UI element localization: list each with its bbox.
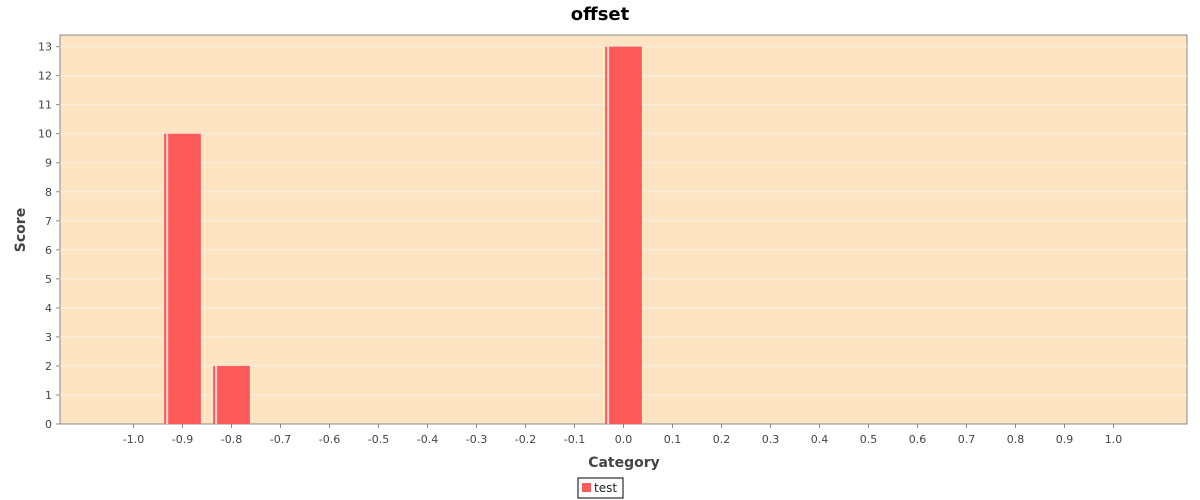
y-tick-label: 13 xyxy=(38,41,52,54)
legend: test xyxy=(577,477,624,499)
y-tick-label: 11 xyxy=(38,99,52,112)
x-tick-label: -0.2 xyxy=(515,433,536,446)
y-tick-label: 12 xyxy=(38,70,52,83)
bars xyxy=(164,46,642,425)
bar-highlight xyxy=(215,365,218,424)
y-axis-label: Score xyxy=(13,208,29,252)
chart-title: offset xyxy=(571,4,630,25)
y-tick-label: 6 xyxy=(45,244,52,257)
x-tick-label: 0.7 xyxy=(958,433,976,446)
x-tick-label: -0.9 xyxy=(172,433,193,446)
x-tick-label: -0.3 xyxy=(466,433,487,446)
x-tick-label: -0.7 xyxy=(270,433,291,446)
x-tick-label: 0.9 xyxy=(1056,433,1074,446)
x-tick-label: 0.1 xyxy=(664,433,682,446)
x-tick-label: 0.3 xyxy=(762,433,780,446)
bar xyxy=(213,365,250,424)
legend-swatch xyxy=(582,483,591,492)
y-tick-label: 2 xyxy=(45,360,52,373)
x-axis-label: Category xyxy=(588,455,660,471)
x-tick-label: -0.1 xyxy=(564,433,585,446)
y-tick-label: 0 xyxy=(45,418,52,431)
y-tick-label: 7 xyxy=(45,215,52,228)
y-tick-label: 3 xyxy=(45,331,52,344)
x-tick-label: -1.0 xyxy=(123,433,144,446)
legend-label: test xyxy=(594,481,617,495)
y-tick-label: 4 xyxy=(45,302,52,315)
x-tick-label: -0.6 xyxy=(319,433,340,446)
bar-body xyxy=(605,46,642,424)
bar xyxy=(605,46,642,424)
bar-highlight xyxy=(166,133,169,425)
x-tick-label: 0.2 xyxy=(713,433,731,446)
bar-body xyxy=(164,133,201,425)
y-tick-label: 10 xyxy=(38,128,52,141)
y-tick-label: 5 xyxy=(45,273,52,286)
bar-highlight xyxy=(607,46,610,424)
x-tick-label: 0.6 xyxy=(909,433,927,446)
x-tick-label: -0.4 xyxy=(417,433,438,446)
x-tick-label: 0.0 xyxy=(615,433,633,446)
x-axis: -1.0 -0.9 -0.8 -0.7 -0.6 -0.5 -0.4 -0.3 -0.2 -0.1… xyxy=(123,424,1122,446)
y-tick-label: 9 xyxy=(45,157,52,170)
x-tick-label: 0.5 xyxy=(860,433,878,446)
bar-body xyxy=(213,365,250,424)
bar xyxy=(164,133,201,425)
x-tick-label: 1.0 xyxy=(1105,433,1123,446)
x-tick-label: 0.4 xyxy=(811,433,829,446)
x-tick-label: -0.8 xyxy=(221,433,242,446)
y-tick-label: 1 xyxy=(45,389,52,402)
y-tick-label: 8 xyxy=(45,186,52,199)
x-tick-label: -0.5 xyxy=(368,433,389,446)
x-tick-label: 0.8 xyxy=(1007,433,1025,446)
